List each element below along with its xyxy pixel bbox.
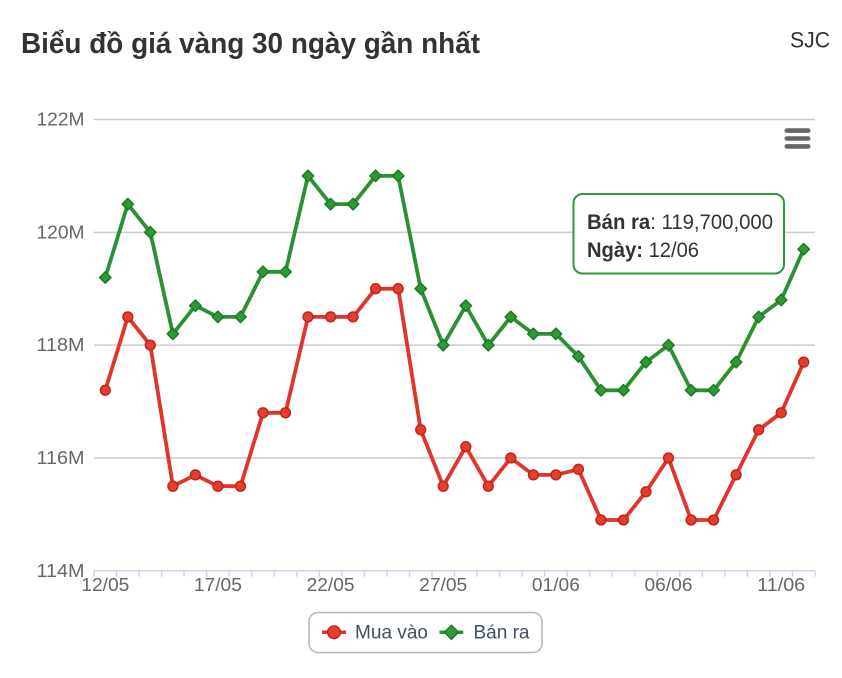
svg-text:Bán ra: 119,700,000: Bán ra: 119,700,000 xyxy=(587,210,773,234)
svg-text:120M: 120M xyxy=(37,222,85,242)
svg-text:11/06: 11/06 xyxy=(757,575,805,595)
svg-text:122M: 122M xyxy=(37,110,85,130)
svg-text:Biểu đồ giá vàng 30 ngày gần n: Biểu đồ giá vàng 30 ngày gần nhất xyxy=(21,28,480,60)
svg-text:Ngày: 12/06: Ngày: 12/06 xyxy=(587,238,699,262)
svg-text:SJC: SJC xyxy=(790,28,830,53)
svg-text:22/05: 22/05 xyxy=(307,575,355,595)
svg-text:Bán ra: Bán ra xyxy=(474,622,530,644)
svg-text:01/06: 01/06 xyxy=(532,575,580,595)
svg-text:116M: 116M xyxy=(37,448,85,468)
svg-text:114M: 114M xyxy=(37,561,85,581)
svg-text:118M: 118M xyxy=(37,335,85,355)
svg-text:06/06: 06/06 xyxy=(645,575,693,595)
svg-text:12/05: 12/05 xyxy=(81,575,129,595)
svg-text:27/05: 27/05 xyxy=(419,575,467,595)
svg-text:Mua vào: Mua vào xyxy=(355,622,428,644)
svg-text:17/05: 17/05 xyxy=(194,575,242,595)
